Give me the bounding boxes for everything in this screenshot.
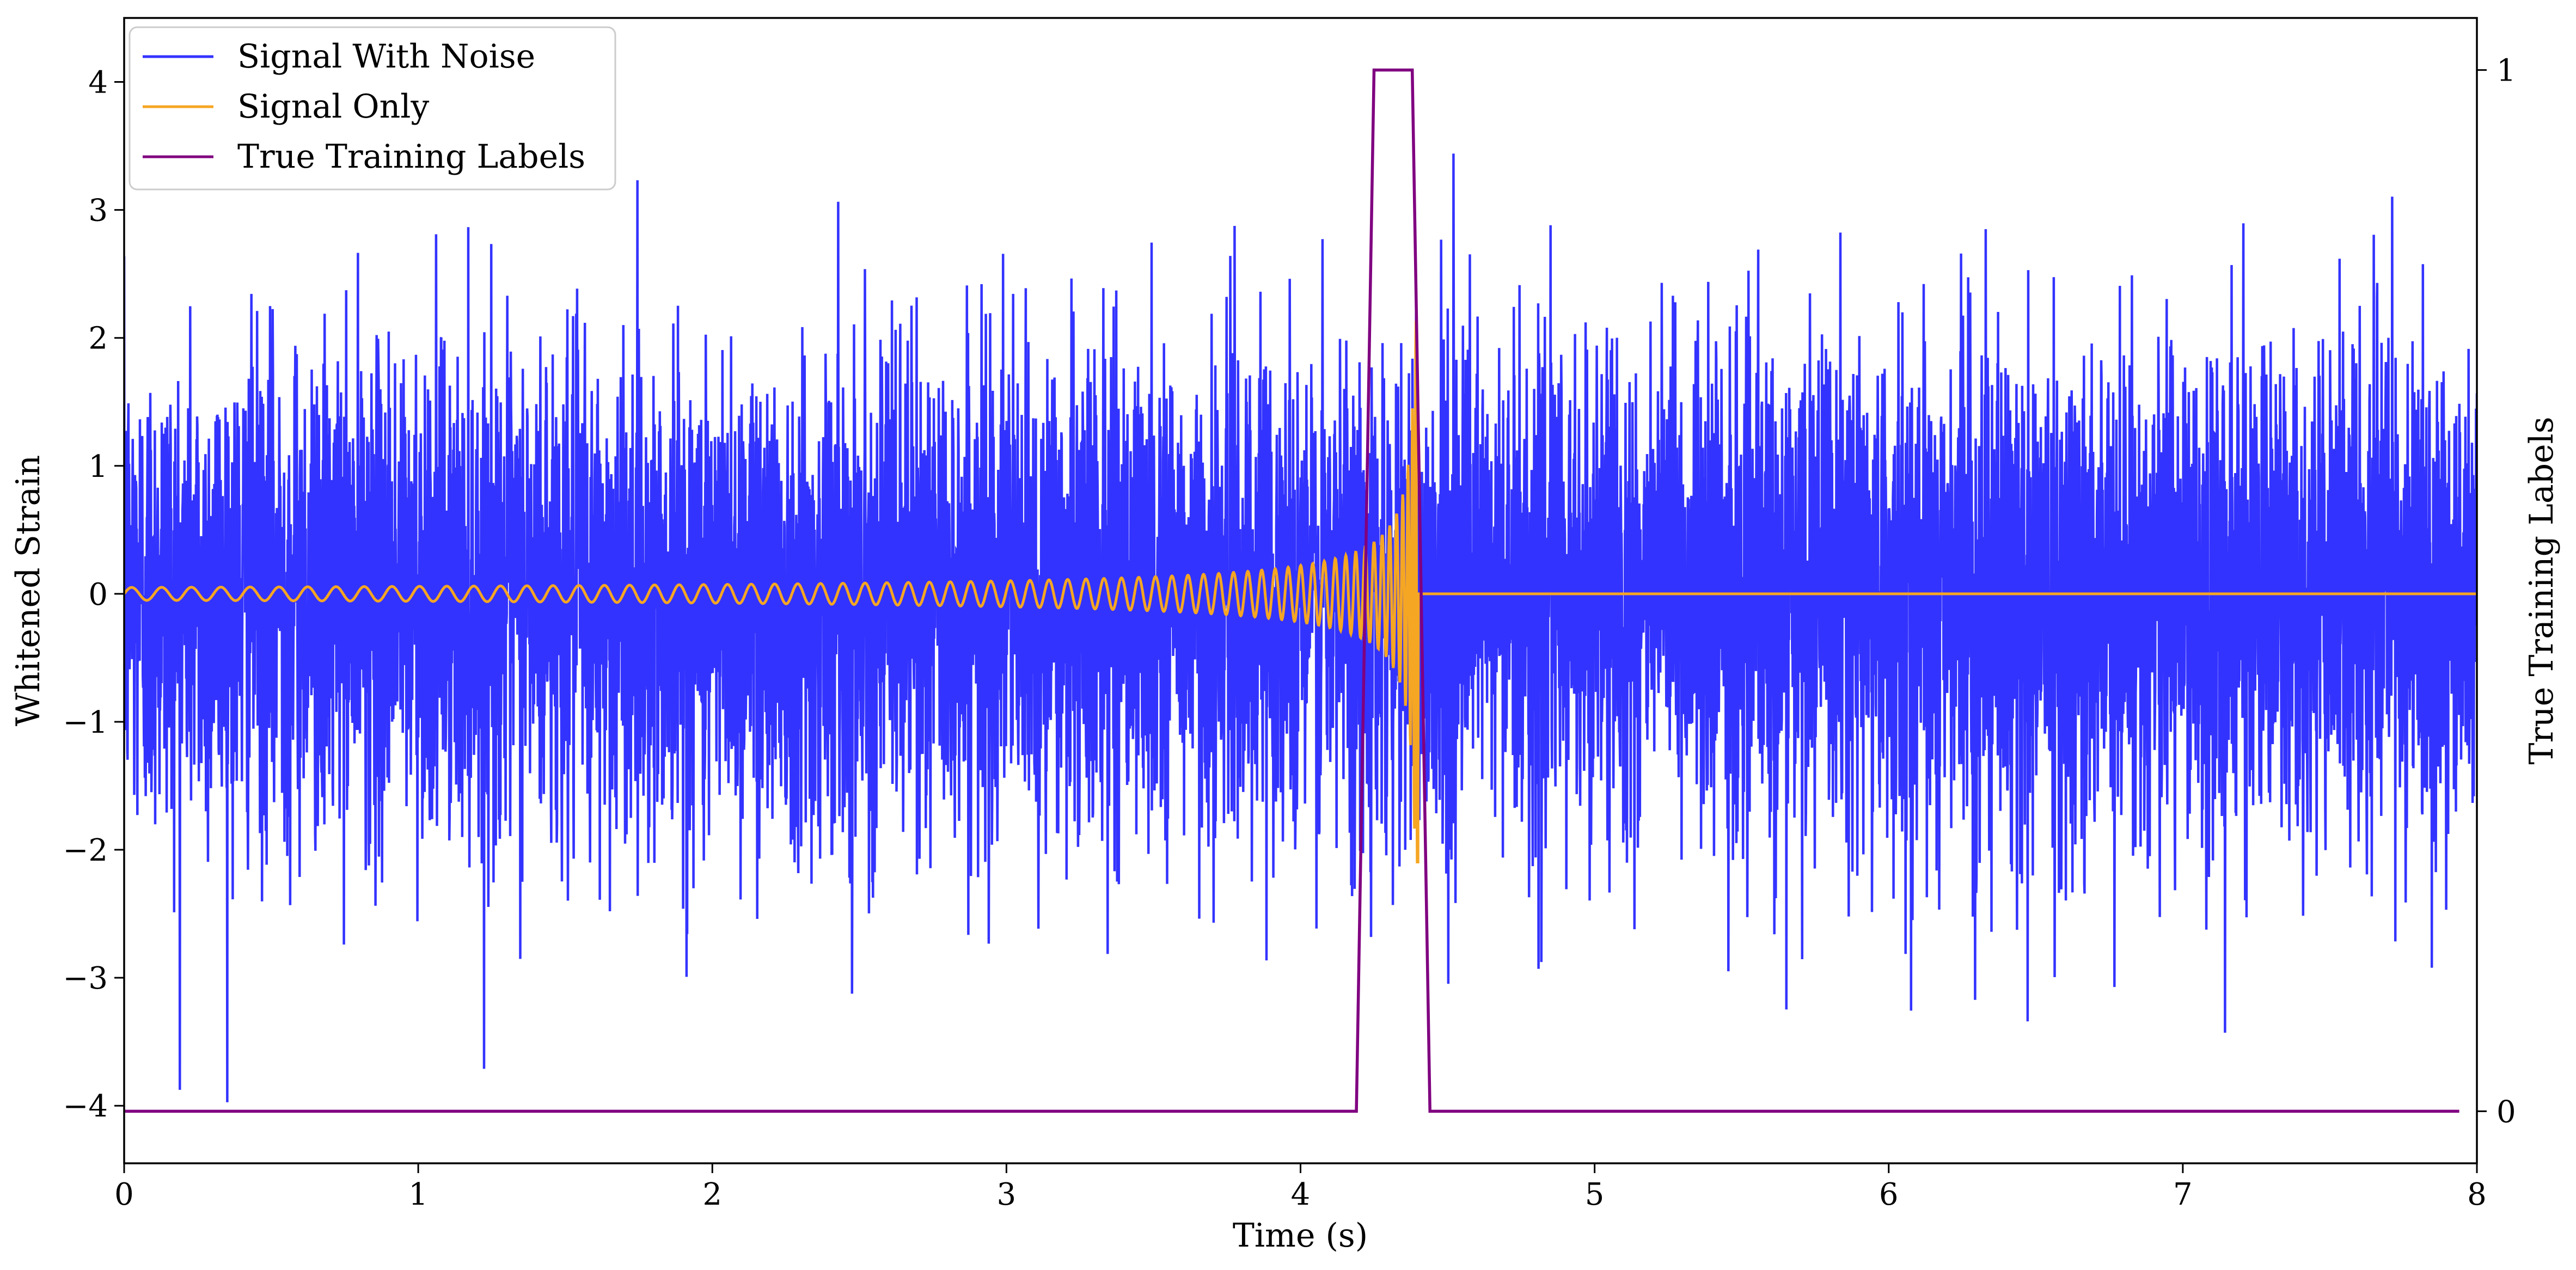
x-tick-label: 3: [997, 1177, 1017, 1212]
y-axis-left: −4 −3 −2 −1 0 1 2 3 4: [63, 65, 124, 1124]
y2-tick-label: 0: [2497, 1094, 2516, 1130]
y-axis-title: Whitened Strain: [9, 455, 47, 726]
y-tick-label: −4: [63, 1089, 108, 1124]
y-tick-label: 3: [88, 193, 108, 229]
y-tick-label: −2: [63, 833, 108, 868]
y-tick-label: 2: [88, 321, 108, 357]
x-tick-label: 4: [1291, 1177, 1311, 1212]
legend-box: [129, 26, 616, 191]
series-line-signal-with-noise: [124, 154, 2477, 1102]
x-tick-label: 6: [1879, 1177, 1899, 1212]
x-tick-label: 8: [2467, 1177, 2487, 1212]
x-axis: 0 1 2 3 4 5 6 7 8: [114, 1163, 2487, 1212]
y-axis-right: 01: [2477, 53, 2516, 1130]
legend-label-signal-with-noise: Signal With Noise: [237, 38, 535, 76]
y-tick-label: 4: [88, 65, 108, 101]
y-tick-label: −3: [63, 961, 108, 996]
x-tick-label: 0: [114, 1177, 134, 1212]
legend-label-signal-only: Signal Only: [237, 88, 429, 126]
legend-label-true-training-labels: True Training Labels: [237, 138, 585, 176]
x-tick-label: 7: [2173, 1177, 2193, 1212]
plot-area: [124, 68, 2477, 1113]
y2-axis-title: True Training Labels: [2523, 416, 2561, 764]
x-tick-label: 2: [702, 1177, 722, 1212]
y-tick-label: −1: [63, 705, 108, 740]
y2-tick-label: 1: [2497, 53, 2516, 89]
series-line-signal-only: [124, 320, 2477, 863]
x-tick-label: 5: [1585, 1177, 1605, 1212]
x-tick-label: 1: [408, 1177, 428, 1212]
x-axis-title: Time (s): [1233, 1217, 1368, 1255]
y-tick-label: 1: [88, 449, 108, 484]
legend: Signal With Noise Signal Only True Train…: [129, 26, 616, 191]
series-line-true-training-labels: [124, 68, 2459, 1113]
y-tick-label: 0: [88, 577, 108, 612]
